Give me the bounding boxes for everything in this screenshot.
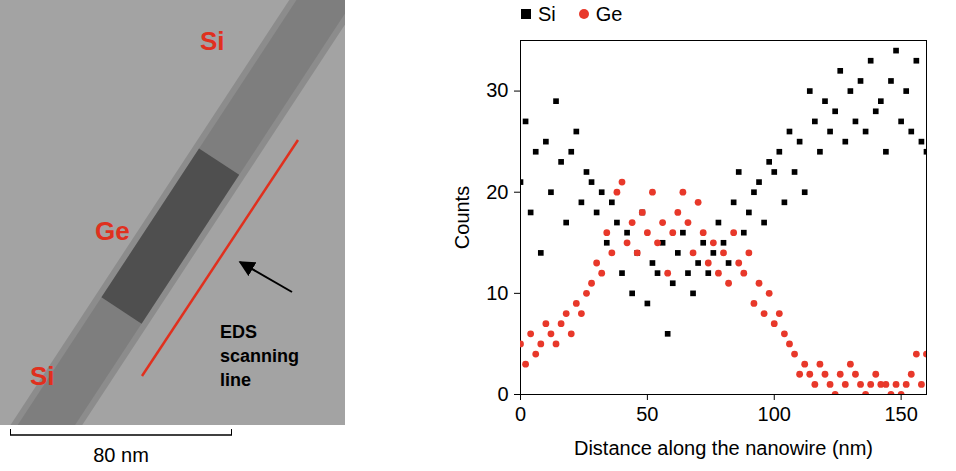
svg-text:30: 30 xyxy=(486,79,508,101)
svg-text:100: 100 xyxy=(758,403,791,425)
svg-text:50: 50 xyxy=(636,403,658,425)
svg-text:20: 20 xyxy=(486,181,508,203)
svg-text:0: 0 xyxy=(515,403,526,425)
svg-text:0: 0 xyxy=(497,383,508,405)
svg-text:10: 10 xyxy=(486,282,508,304)
svg-text:Si: Si xyxy=(200,26,225,56)
svg-text:Counts: Counts xyxy=(451,186,473,249)
svg-text:80 nm: 80 nm xyxy=(93,444,149,466)
svg-text:Ge: Ge xyxy=(95,216,130,246)
svg-text:150: 150 xyxy=(884,403,917,425)
svg-text:Si: Si xyxy=(30,361,55,391)
html-text:Ge: Ge xyxy=(595,2,623,25)
html-text:Si: Si xyxy=(538,2,556,25)
svg-text:EDSscanningline: EDSscanningline xyxy=(220,322,299,390)
svg-text:Distance along the nanowire (n: Distance along the nanowire (nm) xyxy=(574,437,873,459)
